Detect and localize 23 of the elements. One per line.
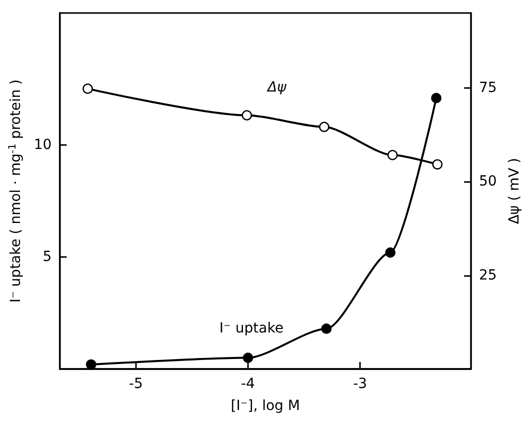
y2-tick-label: 75 bbox=[479, 80, 497, 96]
point bbox=[319, 122, 330, 132]
point bbox=[321, 324, 332, 334]
y-tick-label: 5 bbox=[42, 249, 52, 266]
y2-tick-label: 25 bbox=[479, 267, 497, 284]
point bbox=[82, 84, 93, 94]
x-tick-label: -3 bbox=[353, 376, 368, 392]
y-axis-title: I⁻ uptake ( nmol · mg-1 protein ) bbox=[8, 79, 24, 303]
y2-tick-label: 50 bbox=[479, 174, 497, 190]
x-axis-title: [I⁻], log M bbox=[230, 398, 300, 414]
point bbox=[86, 359, 96, 370]
point bbox=[387, 150, 398, 160]
point bbox=[432, 159, 443, 170]
point bbox=[385, 247, 396, 258]
x-tick-label: -5 bbox=[128, 376, 143, 392]
point bbox=[242, 110, 252, 120]
x-tick-label: -4 bbox=[241, 376, 256, 392]
series-label: Δψ bbox=[266, 79, 288, 96]
point bbox=[431, 92, 442, 104]
y-tick-label: 10 bbox=[34, 137, 52, 154]
point bbox=[242, 352, 254, 363]
series-label: I⁻ uptake bbox=[219, 320, 284, 337]
y2-axis-title: Δψ ( mV ) bbox=[506, 158, 523, 224]
